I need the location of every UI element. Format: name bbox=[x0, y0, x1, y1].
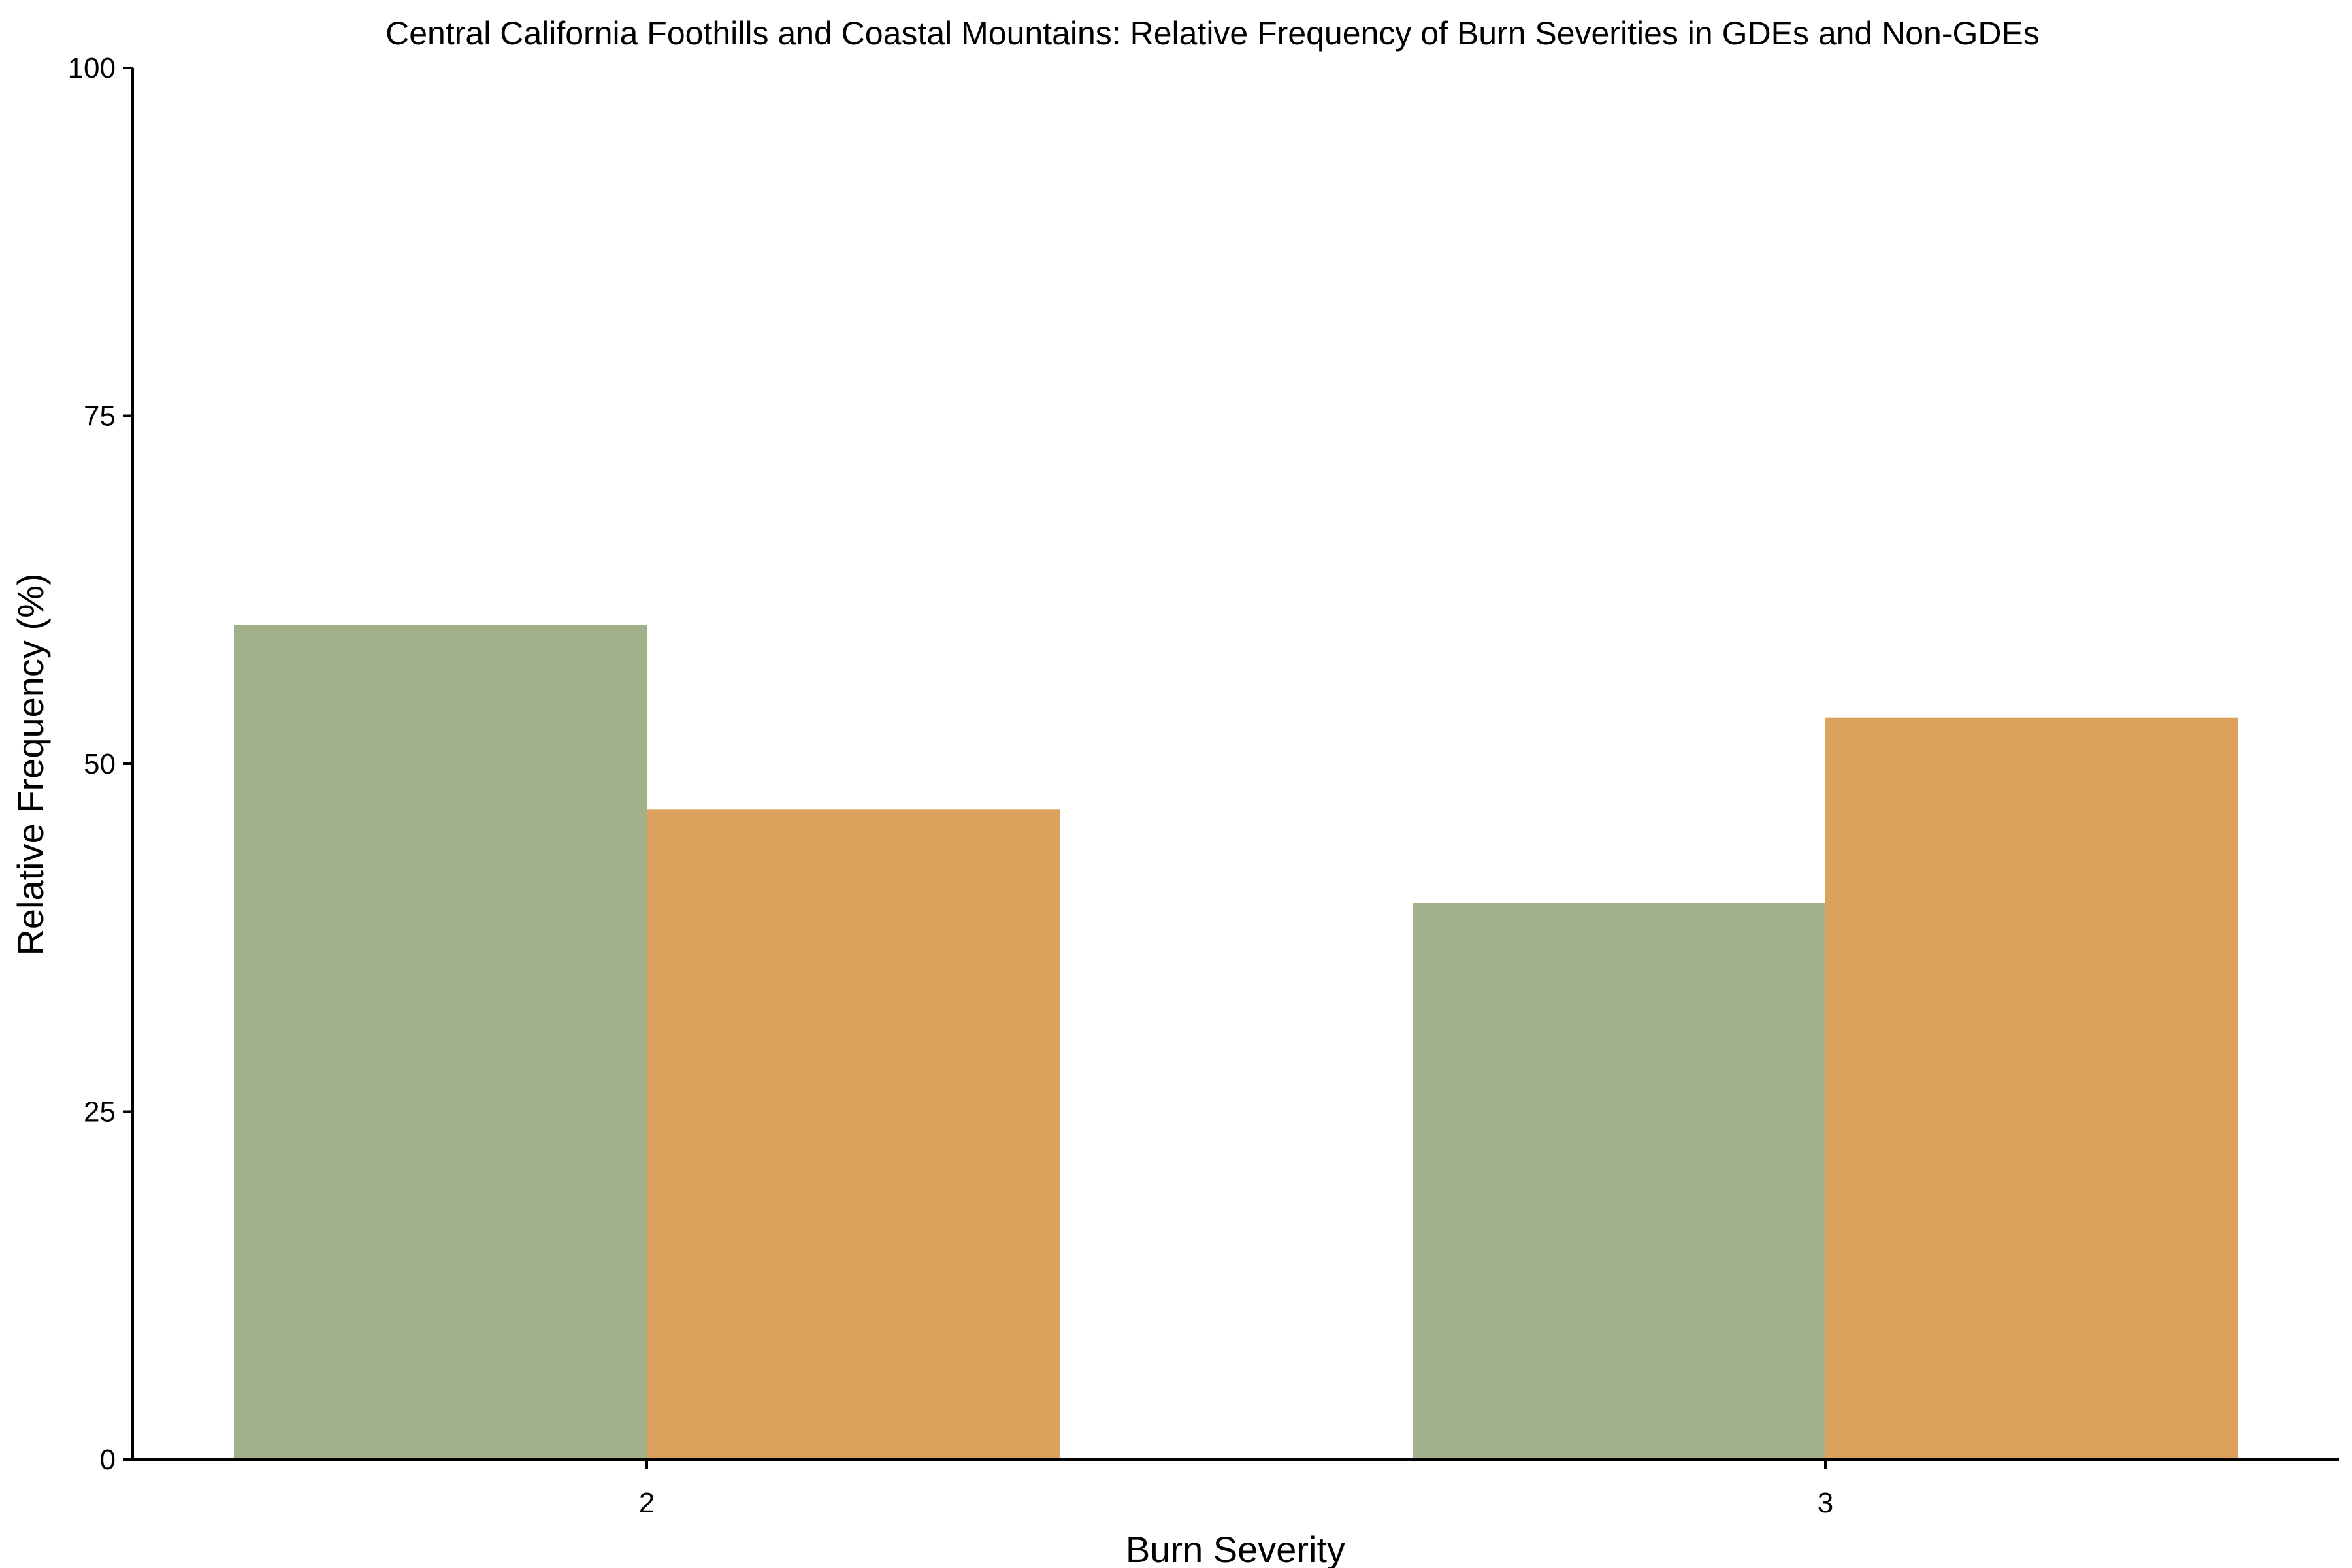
x-tick-label: 3 bbox=[1818, 1487, 1833, 1519]
bar-series1-cat-2 bbox=[234, 625, 647, 1460]
bars bbox=[234, 625, 2238, 1460]
y-tick-label: 50 bbox=[84, 748, 116, 780]
bar-series2-cat-3 bbox=[1825, 717, 2238, 1460]
y-tick-label: 0 bbox=[100, 1444, 116, 1476]
y-tick-label: 100 bbox=[68, 52, 116, 84]
x-tick-label: 2 bbox=[639, 1487, 655, 1519]
y-axis-label: Relative Frequency (%) bbox=[10, 573, 51, 955]
bar-series1-cat-3 bbox=[1413, 903, 1825, 1460]
chart-title: Central California Foothills and Coastal… bbox=[385, 15, 2040, 52]
y-tick-label: 75 bbox=[84, 400, 116, 433]
y-tick-label: 25 bbox=[84, 1096, 116, 1128]
y-ticks: 0 25 50 75 100 bbox=[68, 52, 133, 1476]
bar-series2-cat-2 bbox=[647, 809, 1060, 1460]
x-axis-label: Burn Severity bbox=[1126, 1529, 1345, 1568]
